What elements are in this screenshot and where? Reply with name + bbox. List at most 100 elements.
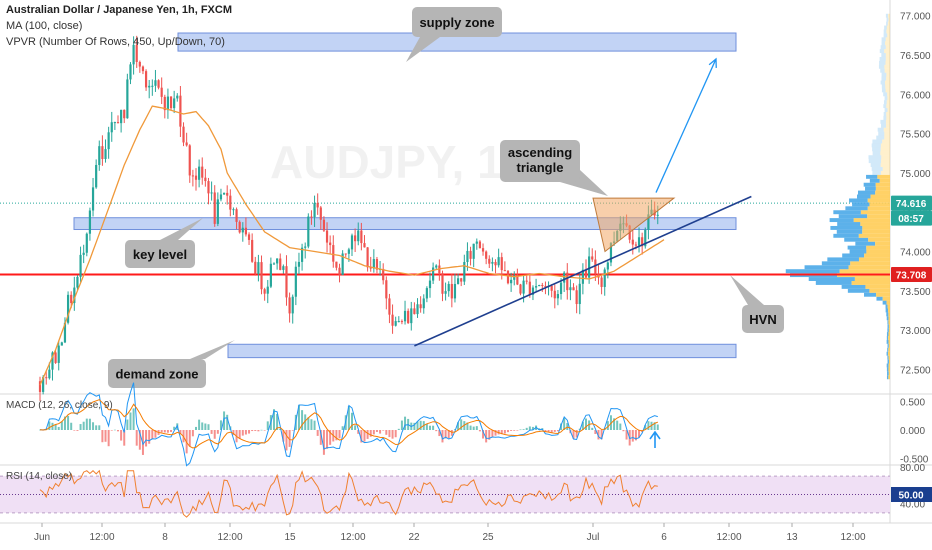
vpvr-down-bar <box>886 29 890 34</box>
candle-body <box>45 377 48 379</box>
macd-histogram-bar <box>435 430 438 432</box>
macd-histogram-bar <box>260 429 263 431</box>
candle-body <box>63 322 67 343</box>
candle-body <box>285 266 288 298</box>
vpvr-up-bar <box>886 367 889 372</box>
ma-indicator-label[interactable]: MA (100, close) <box>6 20 83 32</box>
candle-body <box>269 263 272 287</box>
vpvr-up-bar <box>887 320 889 325</box>
candle-body <box>110 122 113 133</box>
vpvr-down-bar <box>864 253 890 258</box>
macd-histogram-bar <box>460 419 463 430</box>
vpvr-up-bar <box>871 167 883 171</box>
candle-body <box>534 286 538 288</box>
vpvr-up-bar <box>849 249 867 254</box>
vpvr-up-bar <box>808 277 855 281</box>
candle-body <box>222 192 226 195</box>
macd-title: MACD (12, 26, close, 9) <box>6 400 113 411</box>
macd-histogram-bar <box>285 430 288 451</box>
vpvr-up-bar <box>880 68 885 73</box>
candle-body <box>419 304 422 309</box>
candle-body <box>385 280 388 299</box>
macd-histogram-bar <box>191 430 194 437</box>
candle-body <box>232 209 235 211</box>
macd-histogram-bar <box>195 426 197 430</box>
vpvr-up-bar <box>845 206 868 211</box>
candle-body <box>260 262 263 290</box>
x-tick-label: 25 <box>482 532 494 543</box>
price-tick-label: 76.500 <box>900 51 931 62</box>
macd-histogram-bar <box>613 418 616 430</box>
vpvr-down-bar <box>887 108 890 113</box>
vpvr-up-bar <box>881 72 887 77</box>
symbol-title: Australian Dollar / Japanese Yen, 1h, FX… <box>6 4 232 16</box>
vpvr-up-bar <box>884 108 888 113</box>
macd-histogram-bar <box>238 430 241 439</box>
candle-body <box>310 216 313 218</box>
candle-body <box>129 64 132 80</box>
candle-body <box>575 290 578 305</box>
candle-body <box>272 263 276 265</box>
vpvr-up-bar <box>865 186 876 191</box>
price-tick-label: 72.500 <box>900 365 931 376</box>
macd-histogram-bar <box>372 430 375 435</box>
candle-body <box>491 261 494 264</box>
macd-histogram-bar <box>447 430 450 439</box>
macd-histogram-bar <box>528 426 531 430</box>
candle-body <box>216 199 219 224</box>
macd-histogram-bar <box>310 419 313 430</box>
macd-histogram-bar <box>201 422 204 430</box>
candle-body <box>544 285 547 287</box>
vpvr-down-bar <box>884 68 890 73</box>
macd-histogram-bar <box>394 430 397 438</box>
candle-body <box>73 287 76 304</box>
vpvr-down-bar <box>865 284 890 289</box>
candle-body <box>116 122 120 124</box>
macd-histogram-bar <box>79 424 82 430</box>
vpvr-down-bar <box>868 237 890 242</box>
price-tick-label: 74.000 <box>900 248 931 259</box>
macd-histogram-bar <box>634 430 637 441</box>
vpvr-down-bar <box>869 202 890 207</box>
candle-body <box>456 278 460 284</box>
macd-up-arrow-icon <box>649 430 661 448</box>
vpvr-down-bar <box>884 49 890 54</box>
candle-body <box>634 244 638 246</box>
vpvr-down-bar <box>887 33 890 38</box>
macd-tick-label: 0.000 <box>900 426 925 437</box>
macd-histogram-bar <box>644 425 647 430</box>
vpvr-up-bar <box>833 233 859 238</box>
macd-histogram-bar <box>63 416 66 430</box>
macd-histogram-bar <box>360 430 363 443</box>
rsi-tick-label: 80.00 <box>900 463 925 474</box>
vpvr-up-bar <box>857 194 871 199</box>
candle-body <box>229 195 232 210</box>
vpvr-down-bar <box>888 367 890 372</box>
x-tick-label: 15 <box>284 532 296 543</box>
vpvr-down-bar <box>867 206 890 211</box>
candle-body <box>238 221 241 233</box>
candle-body <box>425 288 428 299</box>
macd-histogram-bar <box>510 430 513 431</box>
candle-body <box>588 256 591 278</box>
vpvr-up-bar <box>878 64 885 69</box>
vpvr-indicator-label[interactable]: VPVR (Number Of Rows, 450, Up/Down, 70) <box>6 36 225 48</box>
candle-body <box>550 285 553 291</box>
macd-histogram-bar <box>500 430 503 435</box>
x-tick-label: 12:00 <box>840 532 865 543</box>
candle-body <box>282 266 285 270</box>
macd-histogram-bar <box>151 430 154 440</box>
vpvr-down-bar <box>887 304 890 309</box>
vpvr-down-bar <box>889 359 890 364</box>
macd-histogram-bar <box>254 430 257 431</box>
vpvr-up-bar <box>815 280 852 285</box>
macd-histogram-bar <box>478 430 481 432</box>
macd-histogram-bar <box>366 430 369 439</box>
macd-histogram-bar <box>516 430 519 431</box>
candle-body <box>488 258 491 264</box>
vpvr-down-bar <box>887 21 890 26</box>
candle-body <box>397 321 400 323</box>
candle-body <box>185 142 188 146</box>
